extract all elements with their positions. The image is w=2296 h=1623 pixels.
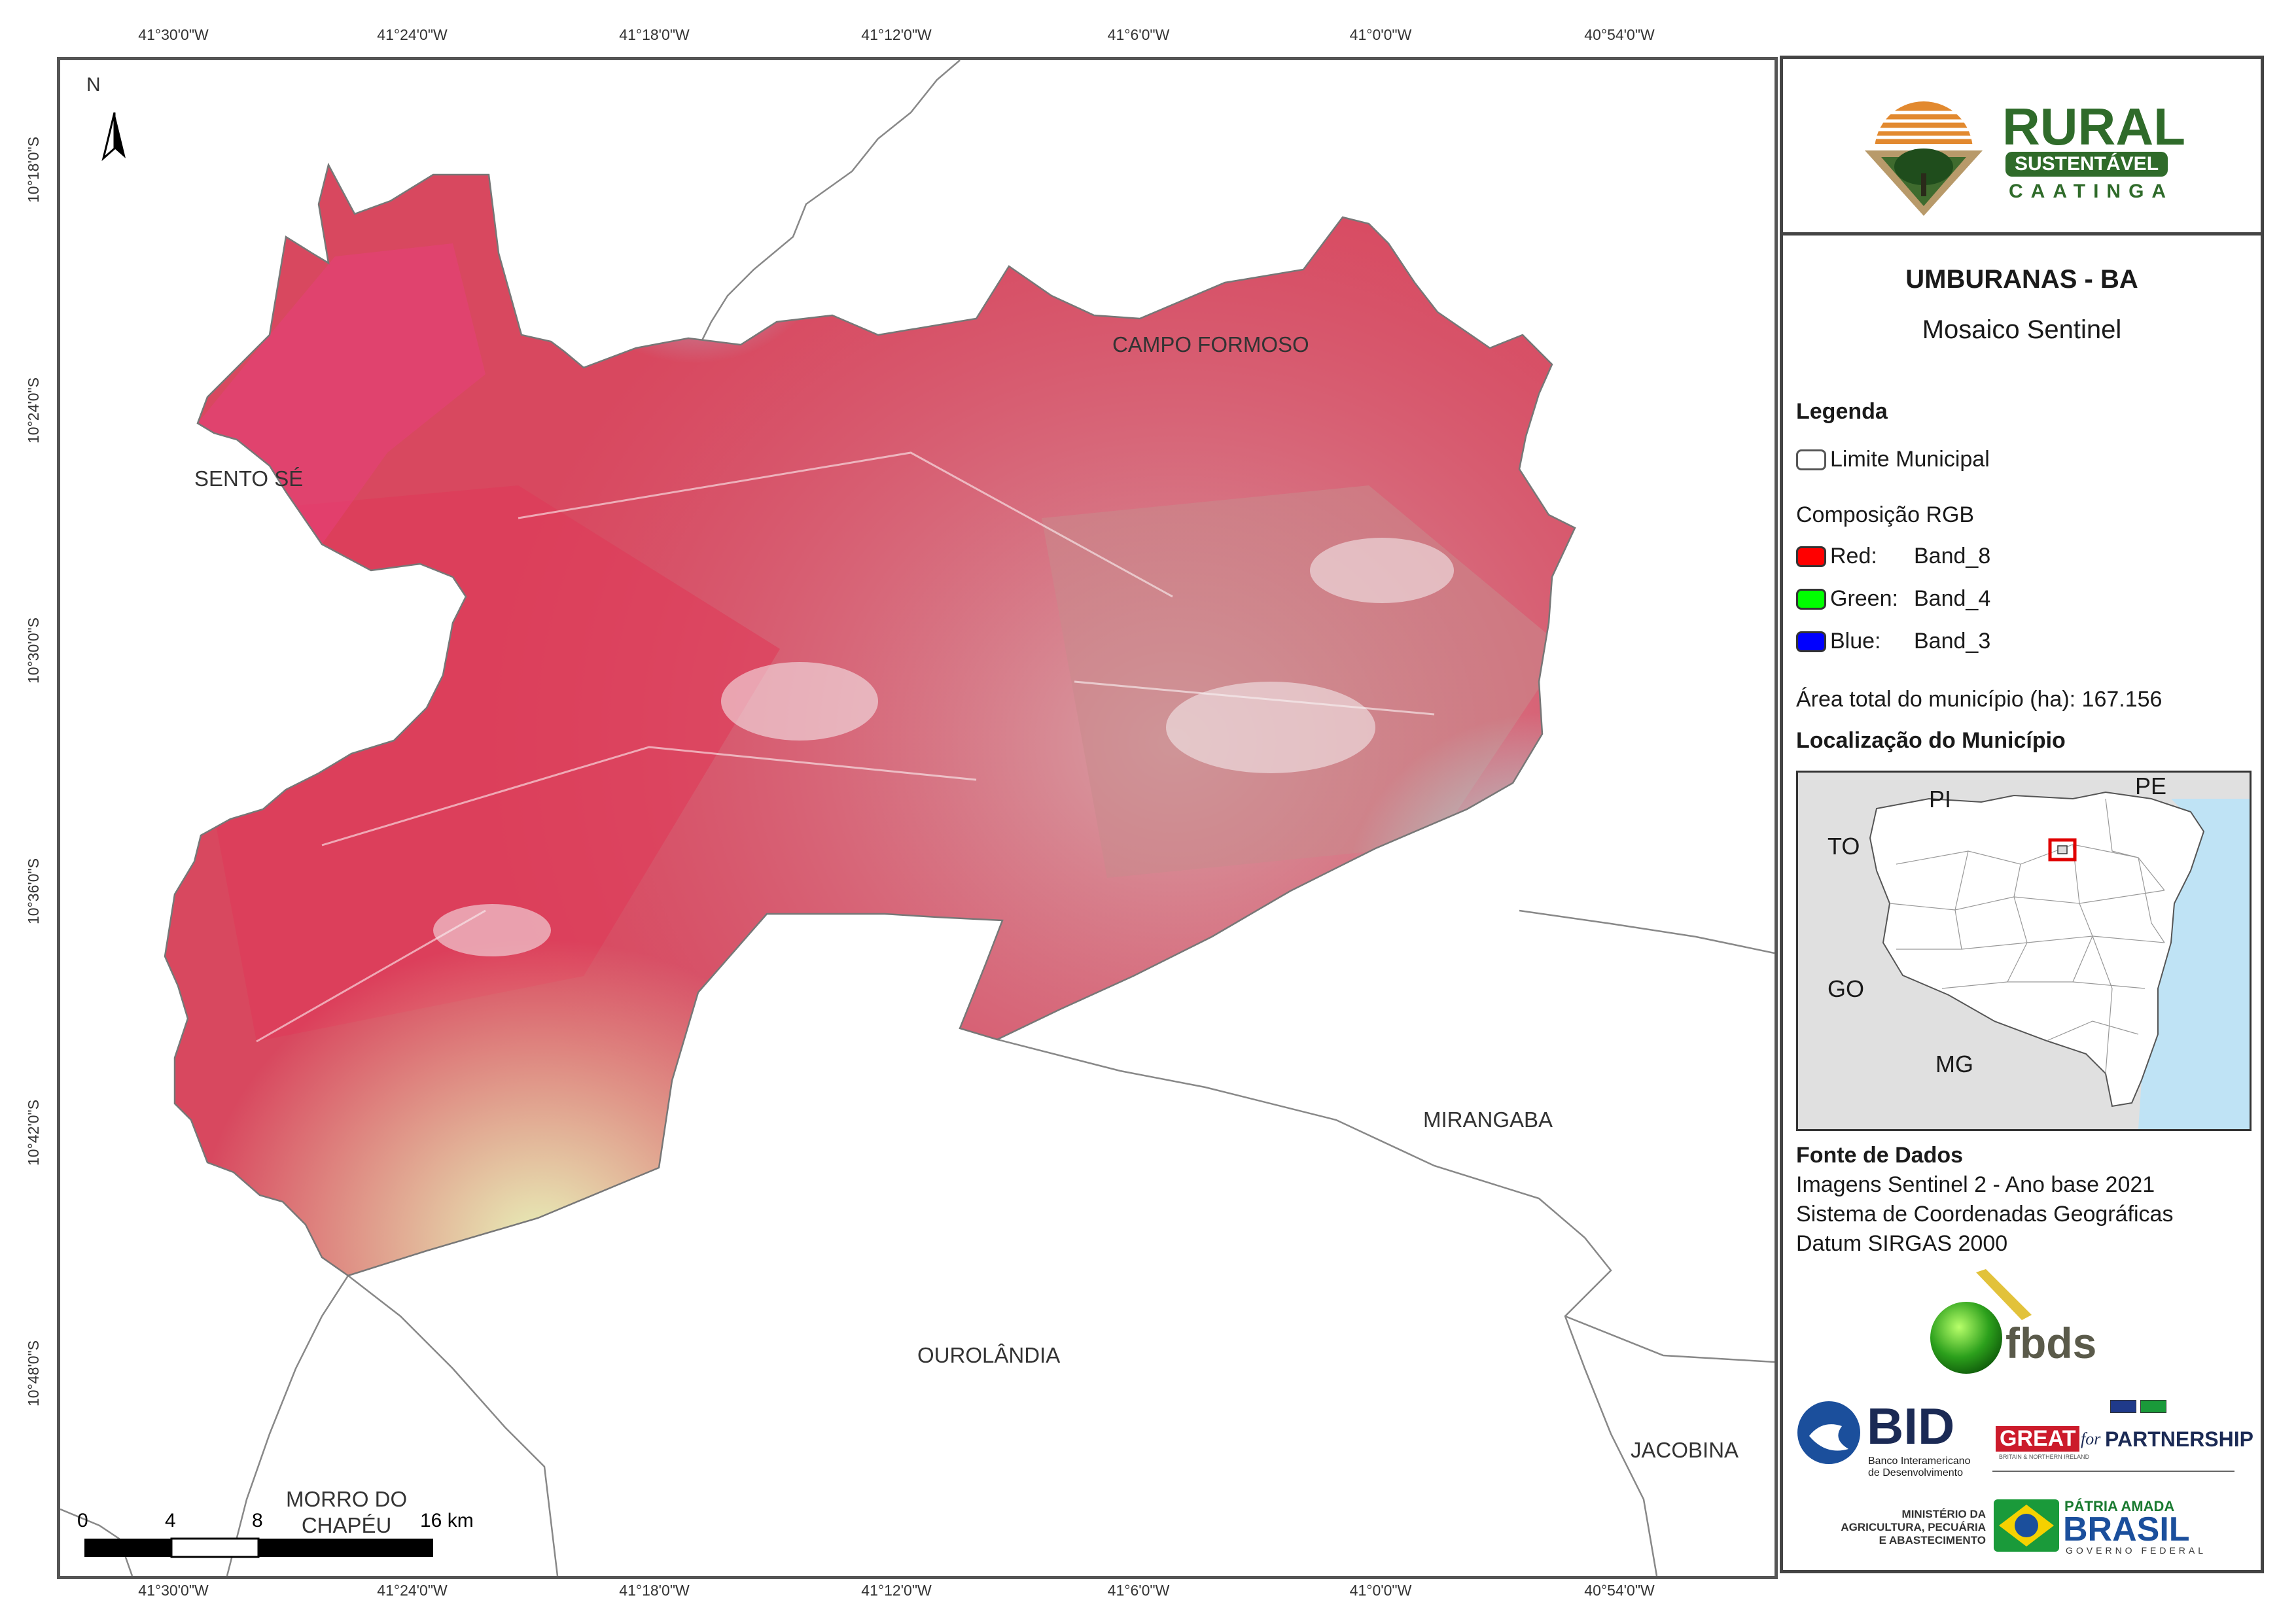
place-ourolandia: OUROLÂNDIA [917, 1343, 1061, 1367]
neighbor-boundaries [60, 60, 1775, 1576]
place-morro-do-chapeu: MORRO DO CHAPÉU [286, 1487, 408, 1537]
bid-text: BID [1867, 1397, 1955, 1455]
red-swatch [1796, 546, 1826, 567]
bahia-map [1869, 791, 2250, 1129]
lon-tick-bottom: 41°30'0"W [138, 1582, 209, 1599]
fbds-logo-icon [1930, 1269, 2032, 1374]
lon-tick-top: 41°18'0"W [619, 26, 690, 43]
state-pi: PI [1929, 786, 1952, 812]
map-frame[interactable]: N CAMPO FORMOSO SENTO SÉ MIRANGABA OUROL… [57, 57, 1778, 1579]
lat-tick-left: 10°24'0"S [25, 377, 42, 444]
legend-box: Legenda Limite Municipal Composição RGB … [1780, 379, 2264, 1573]
scale-label-16km: 16 km [420, 1510, 474, 1531]
caatinga-logo-icon [1865, 101, 1983, 216]
map-subtitle: Mosaico Sentinel [1922, 315, 2122, 344]
uk-brazil-flags [2110, 1400, 2169, 1413]
source-line-2: Sistema de Coordenadas Geográficas [1796, 1202, 2174, 1227]
lon-tick-top: 41°0'0"W [1349, 26, 1412, 43]
lon-tick-bottom: 41°12'0"W [861, 1582, 932, 1599]
area-text: Área total do município (ha): 167.156 [1796, 687, 2163, 712]
bid-sub-1: Banco Interamericano [1868, 1456, 1971, 1467]
mapa-line-1: MINISTÉRIO DA [1901, 1508, 1986, 1520]
lon-tick-bottom: 41°24'0"W [377, 1582, 448, 1599]
north-label: N [86, 74, 101, 96]
limit-label: Limite Municipal [1830, 447, 1990, 472]
logo-sustentavel: SUSTENTÁVEL [2005, 152, 2168, 177]
rgb-heading: Composição RGB [1796, 502, 1975, 527]
bid-logo-icon [1797, 1401, 1860, 1464]
lon-tick-top: 41°12'0"W [861, 26, 932, 43]
mapa-line-3: E ABASTECIMENTO [1879, 1534, 1986, 1546]
state-go: GO [1828, 975, 1865, 1002]
lat-tick-left: 10°48'0"S [25, 1340, 42, 1406]
red-channel: Red: [1830, 544, 1877, 568]
state-mg: MG [1935, 1051, 1973, 1077]
blue-channel: Blue: [1830, 629, 1881, 654]
bid-sub-2: de Desenvolvimento [1868, 1467, 1963, 1478]
lon-tick-top: 41°30'0"W [138, 26, 209, 43]
scale-label-8: 8 [252, 1510, 263, 1531]
place-jacobina: JACOBINA [1631, 1438, 1739, 1462]
great-divider [1992, 1471, 2234, 1472]
lon-tick-top: 41°6'0"W [1107, 26, 1170, 43]
lon-tick-bottom: 40°54'0"W [1584, 1582, 1655, 1599]
legend-heading: Legenda [1796, 399, 1888, 424]
lon-tick-bottom: 41°18'0"W [619, 1582, 690, 1599]
lat-tick-left: 10°36'0"S [25, 858, 42, 924]
green-channel: Green: [1830, 586, 1898, 611]
lon-tick-bottom: 41°6'0"W [1107, 1582, 1170, 1599]
patria-text: PÁTRIA AMADA [2064, 1498, 2175, 1514]
place-sento-se: SENTO SÉ [194, 466, 304, 491]
scale-bar [84, 1537, 433, 1558]
blue-band: Band_3 [1914, 629, 1991, 654]
municipal-limit [164, 162, 1576, 1277]
state-to: TO [1828, 833, 1860, 860]
governo-text: GOVERNO FEDERAL [2066, 1545, 2207, 1556]
logo-box: RURAL SUSTENTÁVEL CAATINGA [1780, 56, 2264, 236]
lon-tick-top: 40°54'0"W [1584, 26, 1655, 43]
blue-swatch [1796, 631, 1826, 652]
source-heading: Fonte de Dados [1796, 1143, 1964, 1168]
satellite-map [60, 60, 1775, 1576]
title-box: UMBURANAS - BA Mosaico Sentinel [1780, 232, 2264, 383]
lon-tick-bottom: 41°0'0"W [1349, 1582, 1412, 1599]
scale-label-4: 4 [165, 1510, 176, 1531]
place-campo-formoso: CAMPO FORMOSO [1112, 332, 1309, 357]
green-band: Band_4 [1914, 586, 1991, 611]
great-sub: BRITAIN & NORTHERN IRELAND [1999, 1454, 2090, 1460]
mapa-line-2: AGRICULTURA, PECUÁRIA [1841, 1521, 1986, 1533]
logo-rural: RURAL [2002, 97, 2185, 156]
state-pe: PE [2135, 773, 2167, 799]
green-swatch [1796, 589, 1826, 610]
location-inset: PI PE TO GO MG [1796, 771, 2252, 1131]
scale-label-0: 0 [77, 1510, 88, 1531]
north-arrow-icon [101, 112, 126, 162]
red-band: Band_8 [1914, 544, 1991, 568]
logo-caatinga: CAATINGA [2009, 181, 2174, 202]
great-for: for [2081, 1429, 2101, 1448]
lat-tick-left: 10°18'0"S [25, 136, 42, 203]
place-mirangaba: MIRANGABA [1423, 1108, 1553, 1132]
great-text: GREAT [1996, 1426, 2080, 1452]
brasil-flag-icon [1994, 1499, 2059, 1552]
lat-tick-left: 10°30'0"S [25, 617, 42, 684]
lat-tick-left: 10°42'0"S [25, 1099, 42, 1166]
source-line-1: Imagens Sentinel 2 - Ano base 2021 [1796, 1172, 2155, 1197]
source-line-3: Datum SIRGAS 2000 [1796, 1231, 2008, 1256]
partnership-text: PARTNERSHIP [2105, 1427, 2253, 1451]
fbds-text: fbds [2005, 1319, 2097, 1367]
lon-tick-top: 41°24'0"W [377, 26, 448, 43]
location-heading: Localização do Município [1796, 728, 2066, 753]
brasil-text: BRASIL [2063, 1510, 2190, 1548]
limit-swatch [1796, 449, 1826, 470]
map-title: UMBURANAS - BA [1905, 265, 2138, 294]
